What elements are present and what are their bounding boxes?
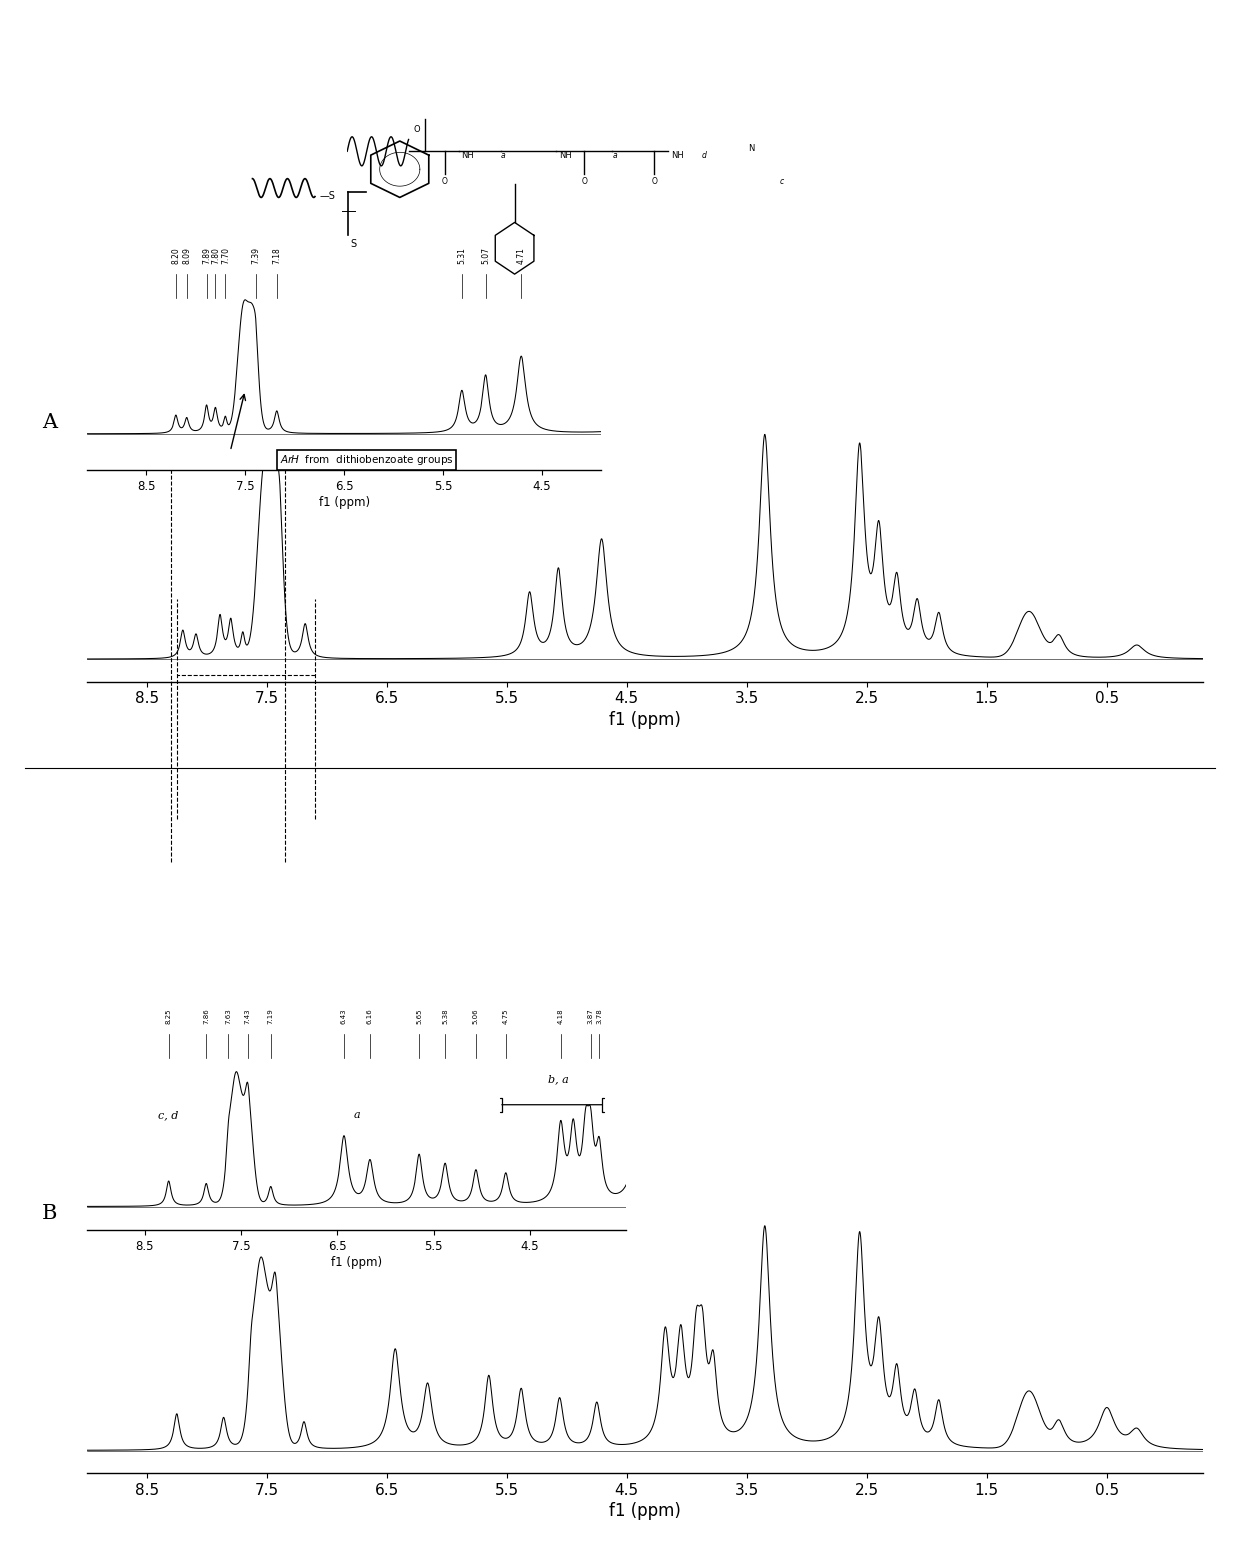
Text: b, a: b, a bbox=[548, 1075, 569, 1084]
Text: 6.16: 6.16 bbox=[367, 1009, 373, 1025]
Text: 7.70: 7.70 bbox=[221, 248, 229, 265]
Text: c: c bbox=[780, 177, 784, 185]
Text: d: d bbox=[702, 150, 707, 160]
Text: O: O bbox=[414, 125, 420, 133]
Text: NH: NH bbox=[461, 150, 475, 160]
Text: 7.18: 7.18 bbox=[273, 248, 281, 265]
Text: 8.25: 8.25 bbox=[166, 1009, 171, 1025]
Text: S: S bbox=[351, 240, 357, 249]
Text: 7.19: 7.19 bbox=[268, 1009, 274, 1025]
Text: 5.07: 5.07 bbox=[481, 248, 490, 265]
Text: a: a bbox=[353, 1111, 360, 1120]
Text: O: O bbox=[582, 177, 588, 185]
X-axis label: f1 (ppm): f1 (ppm) bbox=[609, 1501, 681, 1520]
Text: 5.65: 5.65 bbox=[417, 1009, 422, 1025]
Text: NH: NH bbox=[671, 150, 683, 160]
Text: A: A bbox=[42, 412, 57, 432]
Text: c, d: c, d bbox=[159, 1111, 179, 1120]
Text: 3.78: 3.78 bbox=[596, 1009, 603, 1025]
Text: 5.38: 5.38 bbox=[443, 1009, 448, 1025]
Text: 7.89: 7.89 bbox=[202, 248, 211, 265]
Text: 7.43: 7.43 bbox=[244, 1009, 250, 1025]
Text: 3.87: 3.87 bbox=[588, 1009, 594, 1025]
Text: 4.18: 4.18 bbox=[558, 1009, 564, 1025]
Text: a: a bbox=[501, 150, 505, 160]
Text: 8.09: 8.09 bbox=[182, 248, 191, 265]
Text: B: B bbox=[42, 1203, 57, 1224]
Text: a: a bbox=[613, 150, 616, 160]
Text: 7.39: 7.39 bbox=[252, 248, 260, 265]
Text: 4.71: 4.71 bbox=[517, 248, 526, 265]
Text: 7.80: 7.80 bbox=[211, 248, 219, 265]
X-axis label: f1 (ppm): f1 (ppm) bbox=[609, 710, 681, 729]
X-axis label: f1 (ppm): f1 (ppm) bbox=[319, 495, 370, 509]
Text: 7.86: 7.86 bbox=[203, 1009, 210, 1025]
Text: —S: —S bbox=[320, 191, 335, 201]
Text: 6.43: 6.43 bbox=[341, 1009, 347, 1025]
Text: N: N bbox=[749, 144, 755, 154]
Text: O: O bbox=[441, 177, 448, 185]
Text: 8.20: 8.20 bbox=[171, 248, 180, 265]
Text: 4.75: 4.75 bbox=[502, 1009, 508, 1025]
Text: NH: NH bbox=[559, 150, 572, 160]
Text: $Ar\!\mathit{H}$  from  dithiobenzoate groups: $Ar\!\mathit{H}$ from dithiobenzoate gro… bbox=[280, 453, 454, 467]
Text: 5.06: 5.06 bbox=[472, 1009, 479, 1025]
Text: 5.31: 5.31 bbox=[458, 248, 466, 265]
X-axis label: f1 (ppm): f1 (ppm) bbox=[331, 1255, 382, 1269]
Text: O: O bbox=[651, 177, 657, 185]
Text: 7.63: 7.63 bbox=[226, 1009, 232, 1025]
